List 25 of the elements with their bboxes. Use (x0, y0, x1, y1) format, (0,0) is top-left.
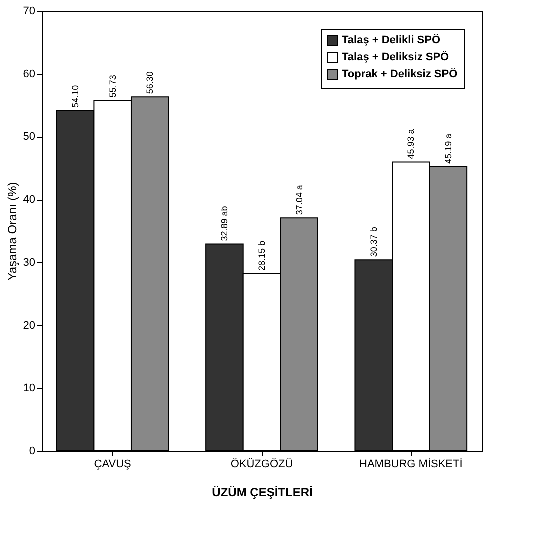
data-label: 54.10 (70, 85, 81, 108)
y-tick-label: 30 (23, 256, 36, 269)
y-tick-label: 60 (23, 68, 36, 80)
y-axis-title: Yaşama Oranı (%) (5, 182, 20, 281)
y-tick-label: 0 (29, 446, 36, 458)
legend-label: Talaş + Deliksiz SPÖ (342, 50, 450, 64)
data-label: 45.19 a (443, 134, 454, 164)
y-tick-label: 70 (23, 6, 36, 18)
y-tick-label: 50 (23, 131, 36, 144)
data-label: 37.04 a (294, 185, 304, 216)
data-label: 55.73 (108, 75, 118, 98)
y-tick-label: 40 (23, 194, 36, 206)
data-label: 32.89 ab (220, 206, 230, 242)
legend-label: Talaş + Delikli SPÖ (342, 34, 441, 46)
data-label: 56.30 (145, 72, 156, 94)
data-label: 30.37 b (368, 227, 379, 258)
data-label: 45.93 a (406, 129, 416, 160)
x-axis-title: ÜZÜM ÇEŞİTLERİ (212, 486, 313, 500)
y-tick-label: 20 (23, 320, 36, 332)
y-tick-label: 10 (23, 382, 36, 395)
x-tick-label: ÇAVUŞ (94, 458, 132, 470)
x-tick-label: ÖKÜZGÖZÜ (230, 458, 294, 470)
data-label: 28.15 b (257, 241, 267, 272)
x-tick-label: HAMBURG MİSKETİ (360, 458, 463, 470)
legend-label: Toprak + Deliksiz SPÖ (342, 68, 458, 80)
